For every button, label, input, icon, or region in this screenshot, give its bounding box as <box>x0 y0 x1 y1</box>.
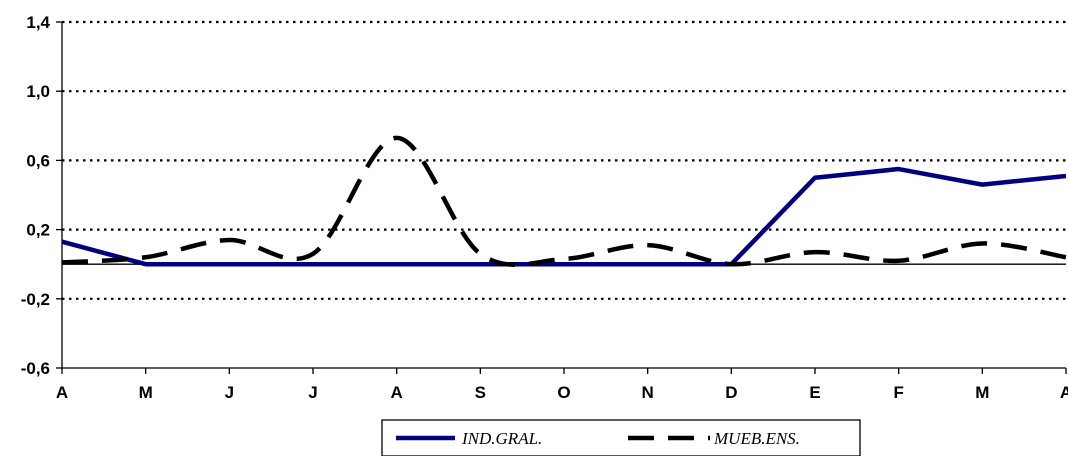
x-tick-label: A <box>391 383 403 402</box>
tick-labels: 1,4 1,0 0,6 0,2 -0,2 -0,6 A M J J A S O N D E F M A <box>21 13 1068 402</box>
y-tick-label: 0,2 <box>26 221 50 240</box>
x-tick-label: J <box>308 383 317 402</box>
series-line-mueb-ens <box>61 135 1067 268</box>
x-tick-label: F <box>893 383 903 402</box>
x-tick-label: S <box>475 383 486 402</box>
y-tick-label: -0,2 <box>21 290 50 309</box>
x-tick-label: M <box>139 383 153 402</box>
y-tick-label: 1,0 <box>26 82 50 101</box>
gridlines <box>62 20 1066 368</box>
legend-label-ind-gral: IND.GRAL. <box>461 429 542 448</box>
y-tick-label: 1,4 <box>26 13 50 32</box>
series-line-ind-gral <box>61 166 1067 267</box>
legend-box <box>381 419 861 457</box>
x-tick-label: D <box>725 383 737 402</box>
x-tick-label: A <box>1060 383 1068 402</box>
plot-area <box>62 22 1066 368</box>
x-tick-label: M <box>975 383 989 402</box>
x-tick-label: O <box>557 383 570 402</box>
legend-label-mueb-ens: MUEB.ENS. <box>713 429 800 448</box>
y-tick-label: -0,6 <box>21 359 50 378</box>
legend: IND.GRAL. MUEB.ENS. <box>381 419 861 457</box>
x-tick-label: N <box>642 383 654 402</box>
x-tick-label: J <box>225 383 234 402</box>
y-tick-label: 0,6 <box>26 151 50 170</box>
series-lines <box>61 135 1067 268</box>
x-tick-label: E <box>809 383 820 402</box>
x-tick-label: A <box>56 383 68 402</box>
